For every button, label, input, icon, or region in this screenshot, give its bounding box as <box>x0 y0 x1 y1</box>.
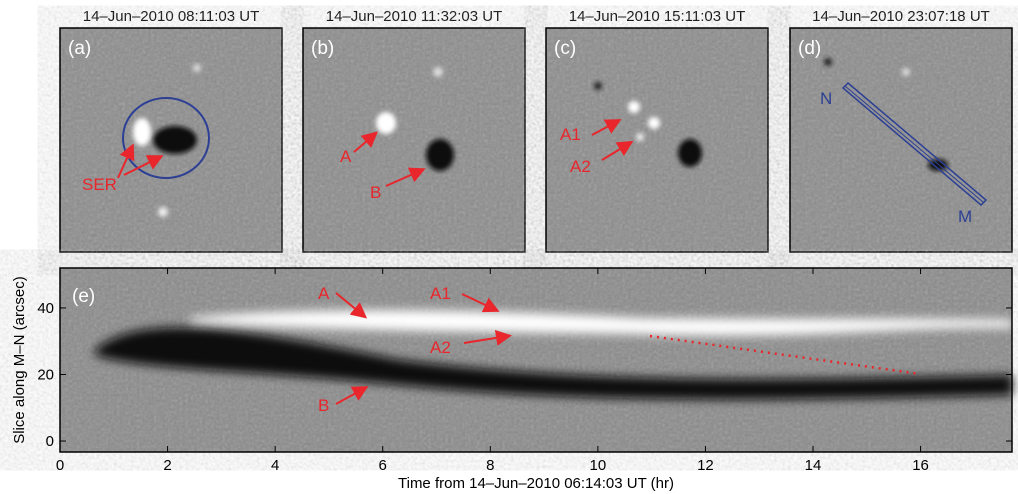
panel-time: 14–Jun–2010 11:32:03 UT <box>326 8 503 25</box>
y-tick-label: 20 <box>37 366 54 383</box>
axes: 0 2 4 6 8 10 12 14 16 0 20 40 <box>37 268 1012 474</box>
x-tick-label: 8 <box>486 457 494 474</box>
x-axis-label: Time from 14–Jun–2010 06:14:03 UT (hr) <box>398 475 674 492</box>
magnetogram-b <box>302 27 526 253</box>
x-tick-label: 16 <box>912 457 929 474</box>
x-tick-label: 2 <box>163 457 171 474</box>
panel-label: (c) <box>554 38 576 59</box>
y-tick-label: 0 <box>46 433 54 450</box>
magnetogram-a <box>59 27 283 253</box>
annotation: SER <box>82 175 117 194</box>
y-tick-label: 40 <box>37 300 54 317</box>
annotation: B <box>370 183 381 202</box>
panel-label: (d) <box>798 38 821 59</box>
x-tick-label: 6 <box>379 457 387 474</box>
magnetogram-c <box>545 27 769 253</box>
panel-label: (a) <box>68 38 91 59</box>
annotation: M <box>958 207 972 226</box>
panel-time: 14–Jun–2010 23:07:18 UT <box>812 8 990 25</box>
time-slice <box>59 267 1013 453</box>
x-tick-label: 14 <box>805 457 822 474</box>
x-tick-label: 4 <box>271 457 279 474</box>
x-tick-label: 0 <box>56 457 64 474</box>
annotation: A <box>318 284 330 303</box>
annotation: A1 <box>560 125 581 144</box>
x-tick-label: 12 <box>697 457 714 474</box>
annotation: N <box>820 89 832 108</box>
annotation: A2 <box>430 338 451 357</box>
magnetogram-d <box>789 27 1013 253</box>
panel-time: 14–Jun–2010 08:11:03 UT <box>83 8 260 25</box>
panel-label: (b) <box>311 38 334 59</box>
panel-time: 14–Jun–2010 15:11:03 UT <box>569 8 746 25</box>
x-tick-label: 10 <box>590 457 607 474</box>
y-axis-label: Slice along M–N (arcsec) <box>11 276 28 444</box>
annotation: A1 <box>430 284 451 303</box>
annotation: B <box>318 396 329 415</box>
annotation: A2 <box>570 157 591 176</box>
annotation: A <box>340 147 352 166</box>
panel-label: (e) <box>72 286 95 307</box>
